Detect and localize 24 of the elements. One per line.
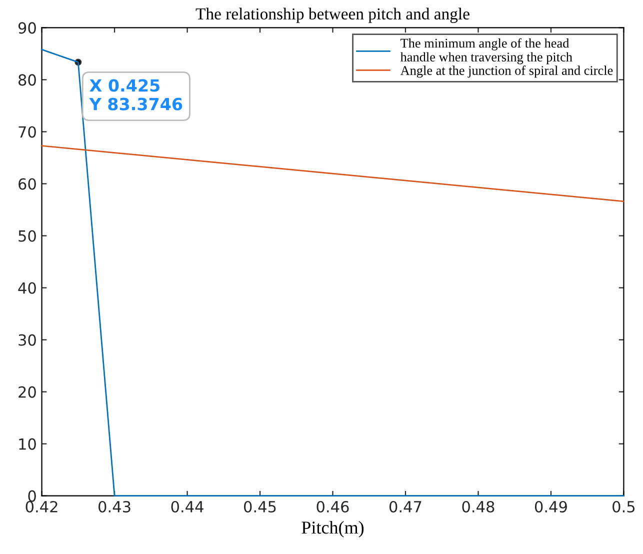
- y-tick-label: 90: [18, 22, 36, 34]
- y-tick-label: 70: [18, 126, 36, 138]
- y-tick-label: 50: [18, 230, 36, 242]
- y-tick-label: 0: [28, 490, 36, 502]
- chart-title: The relationship between pitch and angle: [196, 8, 470, 23]
- x-tick-label: 0.46: [316, 500, 349, 513]
- y-tick-label: 80: [18, 74, 36, 86]
- x-tick-label: 0.47: [389, 500, 422, 513]
- legend-label: Angle at the junction of spiral and circle: [400, 66, 613, 78]
- annotation: X 0.425 Y 83.3746: [89, 79, 182, 110]
- x-tick-label: 0.44: [171, 500, 204, 513]
- y-tick-label: 40: [18, 282, 36, 294]
- x-tick-label: 0.48: [462, 500, 494, 513]
- x-tick-label: 0.45: [244, 500, 276, 513]
- x-tick-label: 0.42: [26, 500, 58, 513]
- y-tick-label: 10: [19, 438, 36, 450]
- x-tick-label: 0.43: [98, 500, 130, 513]
- y-tick-label: 30: [18, 334, 36, 346]
- y-tick-label: 60: [18, 178, 36, 190]
- x-axis-title: Pitch(m): [302, 521, 364, 538]
- legend-label: The minimum angle of the head handle when traversing the pitch: [400, 38, 572, 64]
- y-tick-label: 20: [18, 386, 36, 398]
- x-tick-label: 0.49: [534, 500, 567, 513]
- x-tick-label: 0.5: [612, 500, 635, 513]
